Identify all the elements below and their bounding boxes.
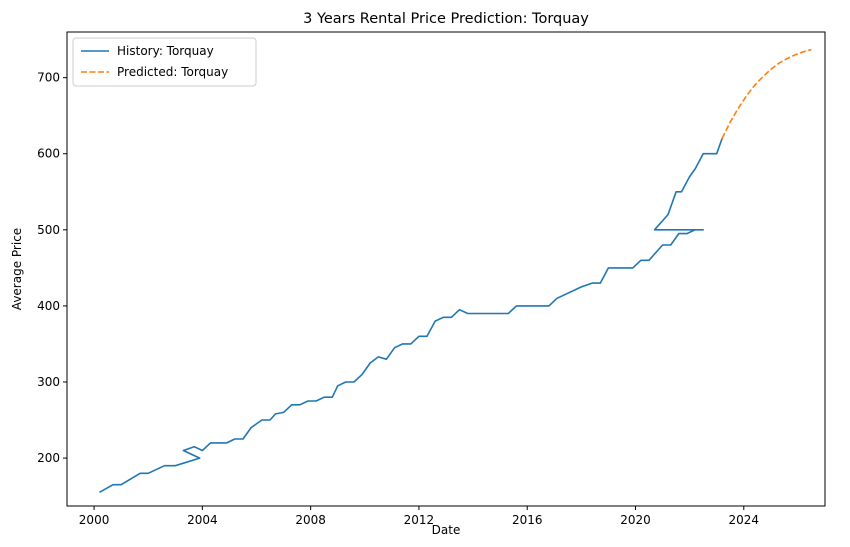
x-tick-label: 2008	[295, 513, 326, 527]
y-tick-label: 500	[37, 223, 60, 237]
x-tick-label: 2004	[187, 513, 218, 527]
legend-entry: Predicted: Torquay	[117, 65, 228, 79]
y-tick-label: 700	[37, 71, 60, 85]
y-tick-label: 600	[37, 147, 60, 161]
series-line-history	[99, 138, 723, 493]
series-line-predicted	[721, 48, 812, 139]
y-axis: 200 300 400 500 600 700	[37, 71, 67, 465]
x-tick-label: 2024	[729, 513, 760, 527]
y-tick-label: 200	[37, 451, 60, 465]
y-tick-label: 300	[37, 375, 60, 389]
x-tick-label: 2000	[79, 513, 110, 527]
x-tick-label: 2012	[404, 513, 435, 527]
x-tick-label: 2016	[512, 513, 543, 527]
x-axis-label: Date	[432, 523, 461, 537]
x-tick-label: 2020	[620, 513, 651, 527]
y-tick-label: 400	[37, 299, 60, 313]
plot-frame	[66, 31, 826, 507]
legend: History: Torquay Predicted: Torquay	[72, 37, 257, 87]
y-axis-label: Average Price	[10, 228, 24, 310]
chart-title: 3 Years Rental Price Prediction: Torquay	[303, 11, 589, 27]
legend-entry: History: Torquay	[117, 44, 214, 58]
plot-area	[99, 48, 812, 493]
legend-box	[72, 37, 257, 87]
x-axis: 2000 2004 2008 2012 2016 2020 2024	[79, 506, 759, 527]
